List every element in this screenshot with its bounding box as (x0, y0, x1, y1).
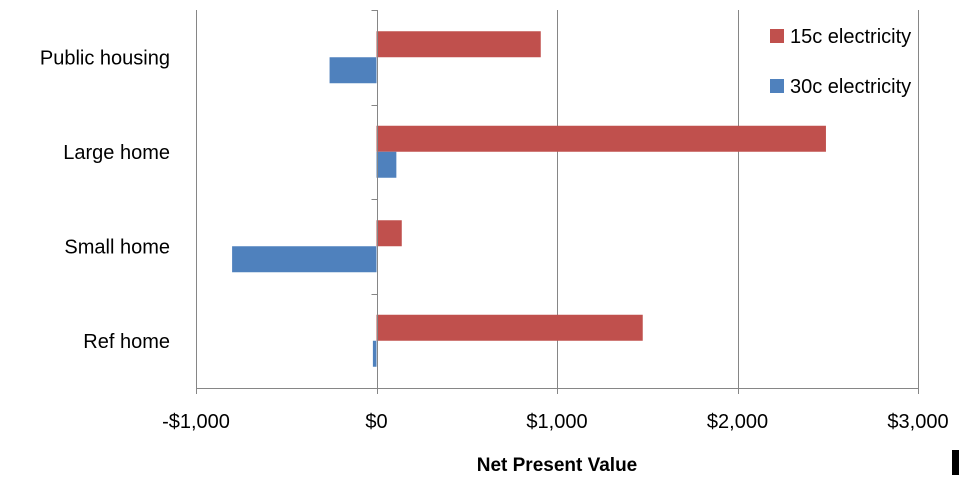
x-axis-title: Net Present Value (477, 455, 638, 475)
legend-label-series-2: 30c electricity (790, 76, 911, 98)
legend-label-series-1: 15c electricity (790, 26, 911, 48)
category-label: Ref home (83, 331, 170, 353)
bar-ref-home-series-2 (373, 341, 377, 367)
x-tick-label: -$1,000 (162, 411, 230, 433)
bars (232, 31, 826, 367)
x-tick-label: $3,000 (887, 411, 948, 433)
bar-ref-home-series-1 (377, 315, 643, 341)
bar-large-home-series-2 (377, 152, 397, 178)
x-tick-label: $1,000 (526, 411, 587, 433)
x-tick-label: $0 (365, 411, 387, 433)
legend: 15c electricity 30c electricity (770, 26, 911, 98)
labels: Public housing Large home Small home Ref ho… (40, 47, 949, 475)
bar-small-home-series-2 (232, 246, 376, 272)
bar-public-housing-series-1 (377, 31, 541, 57)
bar-public-housing-series-2 (330, 57, 377, 83)
bar-large-home-series-1 (377, 126, 826, 152)
category-label: Small home (64, 236, 170, 258)
legend-swatch-series-2 (770, 79, 784, 93)
bar-small-home-series-1 (377, 220, 402, 246)
corner-mark (952, 450, 959, 475)
category-label: Large home (63, 142, 170, 164)
legend-swatch-series-1 (770, 29, 784, 43)
x-tick-label: $2,000 (707, 411, 768, 433)
category-label: Public housing (40, 47, 170, 69)
